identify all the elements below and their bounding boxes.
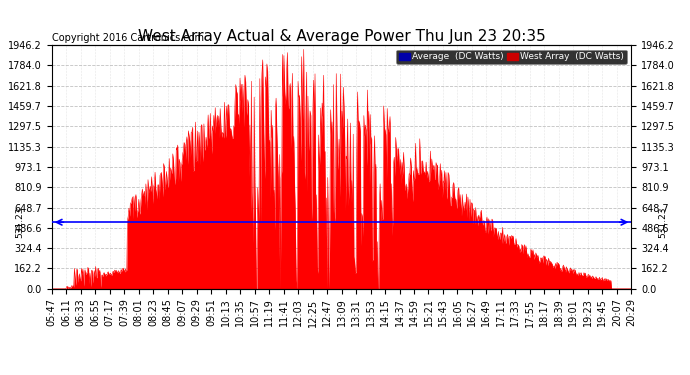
Text: Copyright 2016 Cartronics.com: Copyright 2016 Cartronics.com: [52, 33, 204, 43]
Title: West Array Actual & Average Power Thu Jun 23 20:35: West Array Actual & Average Power Thu Ju…: [138, 29, 545, 44]
Text: 531.23: 531.23: [659, 207, 668, 238]
Text: 531.23: 531.23: [15, 207, 24, 238]
Legend: Average  (DC Watts), West Array  (DC Watts): Average (DC Watts), West Array (DC Watts…: [396, 50, 627, 64]
